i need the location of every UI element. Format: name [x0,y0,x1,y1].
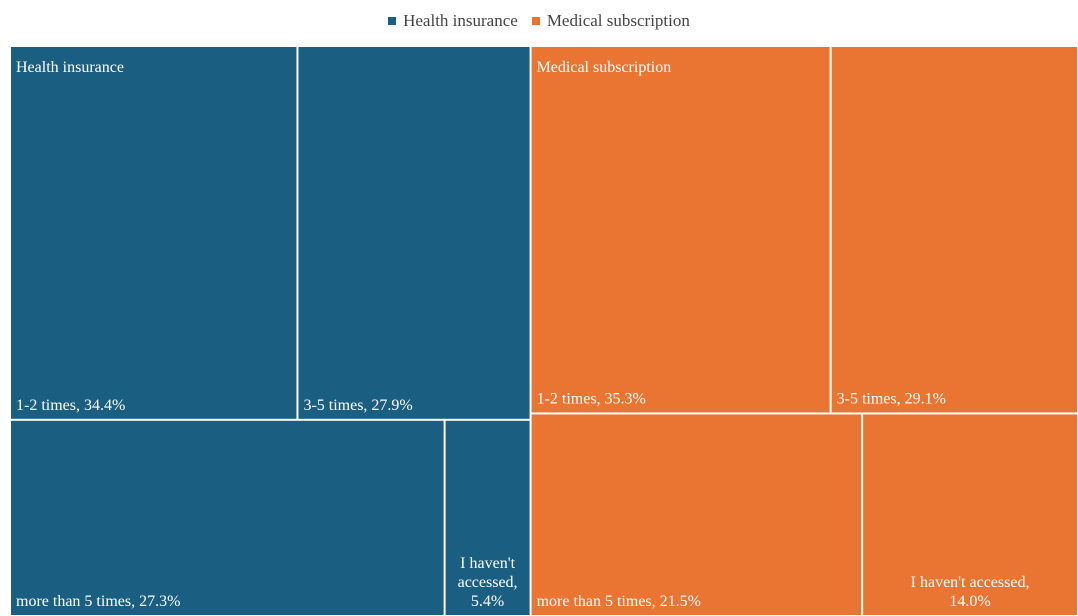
group-label-health-insurance: Health insurance [16,59,124,76]
legend: Health insurance Medical subscription [0,11,1078,31]
cell-medical-subscription-1-2-times[interactable] [531,47,830,413]
cell-medical-subscription-1-2-times-label: 1-2 times, 35.3% [537,390,646,407]
cell-medical-subscription-i-haven-t-accessed[interactable] [863,414,1077,615]
legend-item-health-insurance[interactable]: Health insurance [388,11,518,31]
cell-medical-subscription-3-5-times-label: 3-5 times, 29.1% [837,390,946,407]
cell-medical-subscription-i-haven-t-accessed-label: I haven't accessed, 14.0% [911,574,1030,610]
cell-health-insurance-i-haven-t-accessed[interactable] [445,420,530,615]
legend-label-health-insurance: Health insurance [403,11,518,30]
cell-health-insurance-i-haven-t-accessed-label: I haven't accessed, 5.4% [458,555,518,610]
legend-item-medical-subscription[interactable]: Medical subscription [531,11,690,31]
cell-health-insurance-3-5-times-label: 3-5 times, 27.9% [303,397,412,414]
cell-health-insurance-more-than-5-times-label: more than 5 times, 27.3% [16,593,180,610]
cell-medical-subscription-more-than-5-times[interactable] [531,414,862,615]
cell-medical-subscription-more-than-5-times-label: more than 5 times, 21.5% [537,593,701,610]
legend-swatch-medical-subscription [531,17,540,25]
cell-health-insurance-1-2-times[interactable] [11,47,297,419]
cell-health-insurance-more-than-5-times[interactable] [11,420,444,615]
cell-health-insurance-1-2-times-label: 1-2 times, 34.4% [16,397,125,414]
legend-swatch-health-insurance [388,17,397,25]
legend-label-medical-subscription: Medical subscription [546,11,690,30]
cell-medical-subscription-3-5-times[interactable] [831,47,1077,413]
cell-health-insurance-3-5-times[interactable] [298,47,530,419]
group-label-medical-subscription: Medical subscription [537,59,672,76]
